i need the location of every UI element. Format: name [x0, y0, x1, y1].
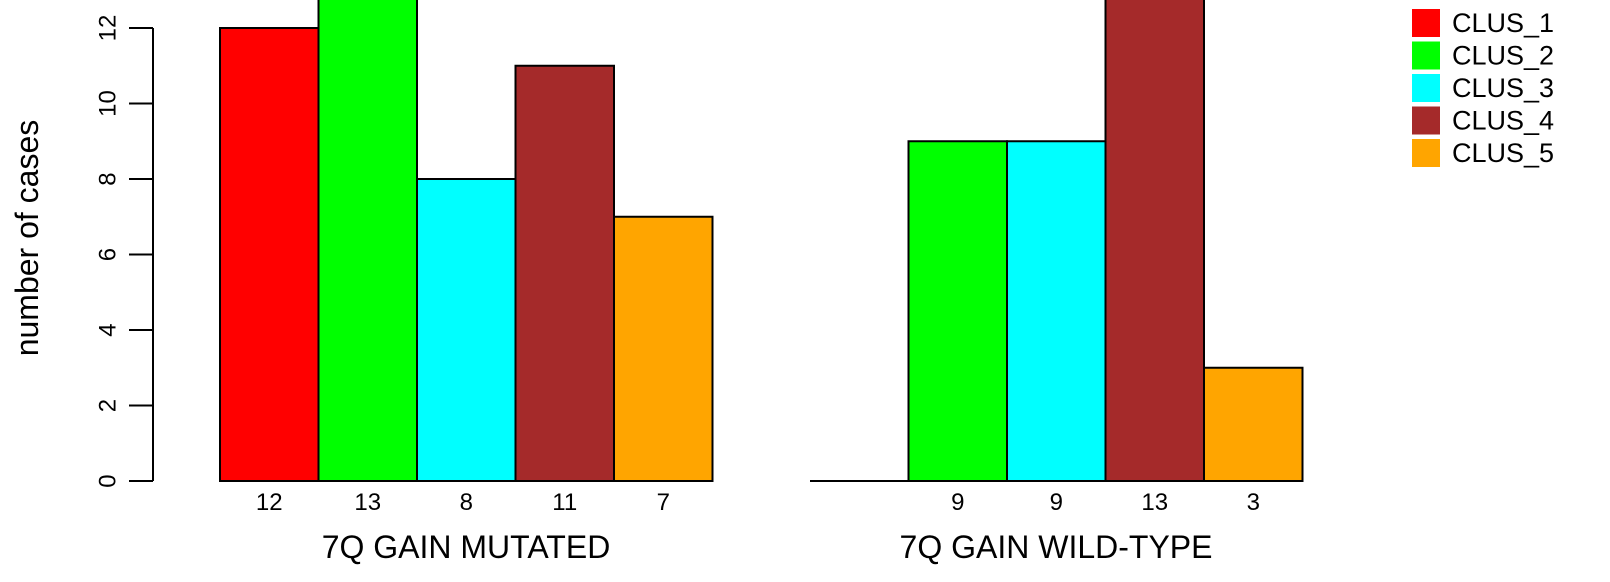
legend-label: CLUS_3	[1452, 73, 1554, 103]
group-labels: 7Q GAIN MUTATED 7Q GAIN WILD-TYPE	[322, 529, 1213, 565]
y-tick-label: 4	[95, 323, 122, 336]
legend-swatch	[1412, 41, 1440, 70]
bar-count-label: 12	[256, 489, 283, 516]
legend-label: CLUS_4	[1452, 106, 1554, 136]
bar-clus-5	[613, 215, 714, 482]
bar-clus-4	[514, 64, 615, 482]
bar-clus-2	[317, 0, 418, 482]
y-tick-label: 8	[95, 172, 122, 185]
legend-label: CLUS_1	[1452, 8, 1554, 38]
bar-count-label: 13	[1141, 489, 1168, 516]
bar-count-label: 9	[1050, 489, 1063, 516]
bar-count-label: 3	[1247, 489, 1260, 516]
bar-count-label: 11	[552, 489, 577, 516]
legend-label: CLUS_2	[1452, 41, 1554, 71]
bar-count-label: 8	[460, 489, 473, 516]
legend-swatch	[1412, 106, 1440, 135]
bar-clus-3	[1006, 140, 1107, 482]
group-label: 7Q GAIN WILD-TYPE	[900, 529, 1213, 565]
bars	[219, 0, 1304, 482]
y-axis: 0 2 4 6 8 10 12	[95, 15, 154, 488]
legend-label: CLUS_5	[1452, 138, 1554, 168]
legend-swatch	[1412, 139, 1440, 167]
group-label: 7Q GAIN MUTATED	[322, 529, 611, 565]
y-tick-label: 6	[95, 248, 122, 261]
y-tick-label: 12	[95, 15, 122, 42]
bar-clus-1	[219, 27, 320, 482]
bar-clus-5	[1203, 366, 1304, 482]
legend-swatch	[1412, 74, 1440, 102]
y-tick-label: 2	[95, 399, 122, 412]
bar-clus-2	[907, 140, 1008, 482]
y-axis-title: number of cases	[9, 120, 45, 357]
y-tick-label: 0	[95, 474, 122, 487]
legend-swatch	[1412, 9, 1440, 37]
bar-clus-4	[1104, 0, 1205, 482]
bar-count-label: 9	[951, 489, 964, 516]
bar-clus-3	[416, 178, 517, 482]
count-labels: 12 13 8 11 7 9 9 13 3	[256, 489, 1260, 516]
bar-count-label: 7	[657, 489, 670, 516]
y-tick-label: 10	[95, 90, 122, 117]
bar-count-label: 13	[354, 489, 381, 516]
